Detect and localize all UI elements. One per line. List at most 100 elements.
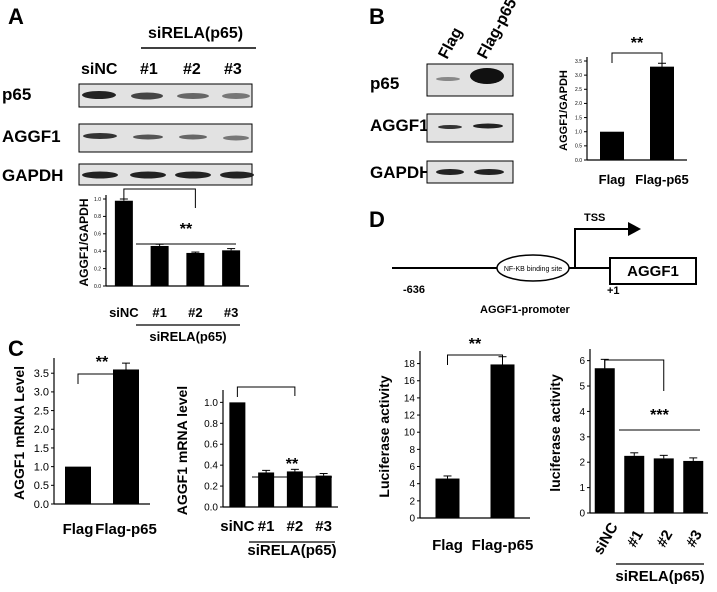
category-label: Flag xyxy=(432,537,463,554)
band xyxy=(133,134,163,140)
significance-label: ** xyxy=(469,336,482,353)
category-label: #2 xyxy=(653,527,676,550)
y-axis-label: luciferase activity xyxy=(547,374,563,492)
panel-a-lane-1: #1 xyxy=(140,61,158,78)
y-tick-label: 3 xyxy=(579,432,585,443)
y-tick-label: 1.0 xyxy=(204,398,218,409)
panel-a-group-label: siRELA(p65) xyxy=(148,25,243,42)
y-tick-label: 0.6 xyxy=(94,232,101,238)
left-position-label: -636 xyxy=(403,284,425,296)
band xyxy=(436,169,464,175)
panel-b-lane-0: Flag xyxy=(436,25,466,62)
bar xyxy=(114,200,133,286)
y-tick-label: 1.0 xyxy=(94,197,101,203)
y-tick-label: 1.0 xyxy=(575,129,582,135)
band xyxy=(179,134,207,140)
y-axis-label: AGGF1/GAPDH xyxy=(77,198,91,286)
panel-letter-a: A xyxy=(8,4,24,29)
category-label: siNC xyxy=(590,520,622,558)
significance-label: ** xyxy=(286,456,299,473)
y-tick-label: 16 xyxy=(404,376,416,387)
y-tick-label: 10 xyxy=(404,428,416,439)
significance-bracket xyxy=(123,188,196,208)
significance-label: ** xyxy=(180,221,193,238)
significance-bracket xyxy=(611,52,663,128)
bar xyxy=(286,471,303,507)
y-tick-label: 1 xyxy=(579,483,585,494)
y-tick-label: 0.4 xyxy=(204,461,218,472)
band xyxy=(474,169,504,175)
band xyxy=(175,171,211,179)
band xyxy=(177,93,209,99)
y-tick-label: 3.0 xyxy=(575,73,582,79)
y-tick-label: 0.2 xyxy=(204,482,218,493)
significance-label: ** xyxy=(96,354,109,371)
y-tick-label: 12 xyxy=(404,411,416,422)
category-label: Flag-p65 xyxy=(472,537,534,554)
y-tick-label: 0.0 xyxy=(34,499,49,511)
y-tick-label: 0.2 xyxy=(94,266,101,272)
panel-b-row-aggf1: AGGF1 xyxy=(370,116,429,135)
significance-label: ** xyxy=(631,35,644,52)
y-tick-label: 0.0 xyxy=(204,503,218,514)
panel-a-row-aggf1: AGGF1 xyxy=(2,127,61,146)
bar xyxy=(683,460,704,513)
y-tick-label: 0.4 xyxy=(94,249,101,255)
y-tick-label: 0.6 xyxy=(204,440,218,451)
y-axis-label: AGGF1 mRNA level xyxy=(174,386,190,515)
y-tick-label: 5 xyxy=(579,382,585,393)
y-tick-label: 1.5 xyxy=(34,443,49,455)
band xyxy=(436,77,460,81)
y-tick-label: 0.0 xyxy=(575,158,582,164)
category-label: Flag xyxy=(599,172,626,187)
significance-bracket xyxy=(77,373,127,452)
band xyxy=(130,171,166,179)
bar xyxy=(186,252,205,286)
y-tick-label: 0.0 xyxy=(94,284,101,290)
panel-b-gapdh-membrane xyxy=(426,160,514,184)
y-tick-label: 18 xyxy=(404,359,416,370)
panel-a-row-gapdh: GAPDH xyxy=(2,166,63,185)
panel-b-lane-1: Flag-p65 xyxy=(475,0,521,62)
y-tick-label: 8 xyxy=(409,445,415,456)
panel-letter-b: B xyxy=(369,4,385,29)
panel-a-lane-2: #2 xyxy=(183,61,201,78)
category-label: #2 xyxy=(287,518,304,535)
category-label: Flag xyxy=(63,521,94,538)
band xyxy=(438,125,462,129)
panel-a-lane-0: siNC xyxy=(81,61,118,78)
panel-a-p65-membrane xyxy=(78,83,253,108)
y-tick-label: 2 xyxy=(579,458,585,469)
tss-arrow-head xyxy=(628,222,641,236)
category-label: Flag-p65 xyxy=(95,521,157,538)
band xyxy=(83,133,117,139)
y-tick-label: 0 xyxy=(579,509,585,520)
category-label: #2 xyxy=(188,305,202,320)
right-position-label: +1 xyxy=(607,285,620,297)
bar xyxy=(653,458,674,513)
category-label: #3 xyxy=(224,305,238,320)
bar xyxy=(594,368,615,513)
y-tick-label: 1.0 xyxy=(34,461,49,473)
aggf1-gene-label: AGGF1 xyxy=(627,263,679,280)
y-tick-label: 0.8 xyxy=(204,419,218,430)
panel-b-row-p65: p65 xyxy=(370,74,399,93)
significance-label: *** xyxy=(650,407,669,424)
group-label: siRELA(p65) xyxy=(247,542,336,559)
aggf1-gene-box xyxy=(609,257,697,285)
panel-a-row-p65: p65 xyxy=(2,85,31,104)
band xyxy=(82,171,118,179)
bar xyxy=(65,466,91,504)
group-label: siRELA(p65) xyxy=(615,568,704,585)
y-tick-label: 3.0 xyxy=(34,387,49,399)
promoter-label: AGGF1-promoter xyxy=(480,304,571,316)
tss-arrow-shaft xyxy=(574,228,630,268)
bar xyxy=(150,245,169,286)
bar xyxy=(435,478,460,518)
y-tick-label: 3.5 xyxy=(34,368,49,380)
band xyxy=(220,171,254,179)
bar xyxy=(229,402,246,507)
band xyxy=(470,68,504,84)
